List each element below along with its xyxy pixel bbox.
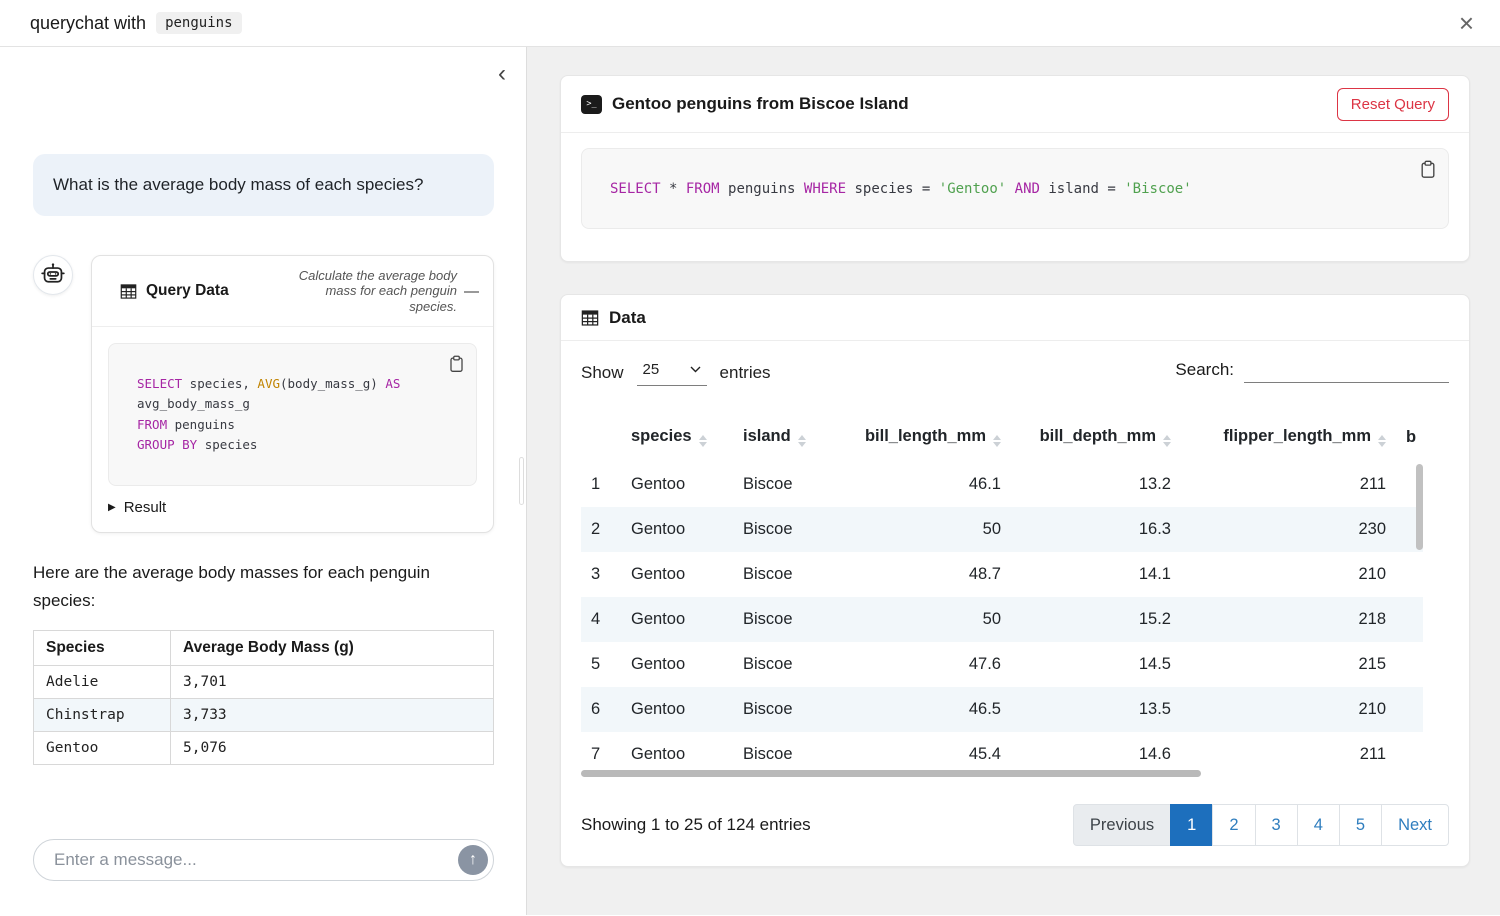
sql-code-block: SELECT * FROM penguins WHERE species = '… (581, 148, 1449, 229)
result-toggle[interactable]: ▶ Result (108, 499, 166, 516)
arrow-up-icon: ↑ (469, 851, 477, 868)
reset-query-button[interactable]: Reset Query (1336, 87, 1449, 121)
table-row: 7 Gentoo Biscoe 45.4 14.6 211 (591, 745, 1386, 763)
page-2-button[interactable]: 2 (1212, 804, 1256, 846)
show-label: Show (581, 362, 624, 382)
table-controls: Show 25 entries Search: (581, 359, 1449, 386)
query-card-body: SELECT * FROM penguins WHERE species = '… (561, 133, 1469, 261)
robot-icon (41, 263, 65, 283)
bot-avatar (33, 255, 73, 296)
table-row: Adelie 3,701 (33, 665, 494, 700)
sql-code: SELECT * FROM penguins WHERE species = '… (610, 181, 1192, 197)
app-title: querychat with penguins (30, 12, 242, 34)
terminal-icon: >_ (581, 94, 602, 114)
page-next-button[interactable]: Next (1381, 804, 1449, 846)
page-1-button[interactable]: 1 (1170, 804, 1214, 846)
chat-input[interactable] (33, 839, 494, 881)
data-card-body: Show 25 entries Search: (561, 341, 1469, 866)
query-card-title: Gentoo penguins from Biscoe Island (612, 94, 909, 113)
pagination: Previous 1 2 3 4 5 Next (1072, 804, 1449, 846)
column-header-bill_depth_mm[interactable]: bill_depth_mm (1011, 412, 1181, 462)
close-icon[interactable]: × (1455, 10, 1478, 36)
page-previous-button: Previous (1072, 804, 1172, 846)
page-length-control: Show 25 entries (581, 359, 771, 386)
answer-table: Species Average Body Mass (g) Adelie 3,701 C… (33, 630, 494, 766)
user-message: What is the average body mass of each sp… (33, 154, 494, 217)
sort-icon (993, 435, 1001, 447)
query-card-header: >_ Gentoo penguins from Biscoe Island Re… (561, 76, 1469, 133)
table-search-input[interactable] (1244, 359, 1449, 383)
table-row: Chinstrap 3,733 (33, 698, 494, 733)
tool-card-caption: Calculate the average body mass for each… (298, 268, 457, 314)
sort-icon (698, 435, 707, 447)
tool-card-title: Query Data (146, 282, 229, 300)
table-row: 2 Gentoo Biscoe 50 16.3 230 (581, 507, 1423, 552)
sort-icon (1163, 435, 1171, 447)
column-header-island[interactable]: island (733, 412, 833, 462)
vertical-scrollbar-thumb[interactable] (1416, 464, 1423, 550)
assistant-turn: Query Data Calculate the average body ma… (33, 255, 494, 534)
column-header-rownum (581, 412, 621, 462)
sort-icon (1378, 435, 1386, 447)
search-label: Search: (1175, 360, 1234, 379)
tool-card-body: SELECT species, AVG(body_mass_g) AS avg_… (92, 327, 493, 532)
column-header: Species (33, 630, 171, 667)
table-icon (581, 309, 599, 326)
table-row: 4 Gentoo Biscoe 50 15.2 218 (581, 597, 1423, 642)
column-header-species[interactable]: species (621, 412, 733, 462)
table-row: 5 Gentoo Biscoe 47.6 14.5 215 (591, 655, 1386, 673)
page-length-select[interactable]: 25 (636, 359, 707, 386)
column-header: Average Body Mass (g) (170, 630, 494, 667)
chat-sidebar: ‹ What is the average body mass of each … (0, 47, 527, 915)
column-header-flipper_length_mm[interactable]: flipper_length_mm (1181, 412, 1396, 462)
data-card: Data Show 25 entries (560, 294, 1470, 867)
copy-icon[interactable] (1417, 158, 1439, 181)
tool-card-header: Query Data Calculate the average body ma… (92, 256, 493, 328)
page-5-button[interactable]: 5 (1338, 804, 1383, 846)
app-title-text: querychat with (30, 12, 147, 33)
app-header: querychat with penguins × (0, 0, 1500, 47)
page-3-button[interactable]: 3 (1254, 804, 1298, 846)
table-row: 1 Gentoo Biscoe 46.1 13.2 211 (591, 475, 1386, 493)
result-toggle-label: Result (123, 499, 167, 517)
page-length-value: 25 (642, 361, 660, 378)
column-header-b: b (1406, 427, 1417, 446)
copy-icon[interactable] (446, 353, 467, 375)
sidebar-resize-handle[interactable] (519, 457, 524, 505)
current-query-card: >_ Gentoo penguins from Biscoe Island Re… (560, 75, 1470, 262)
data-table-viewport: species island bill_length_mm bill_depth_mm… (581, 412, 1423, 782)
chat-message-list: What is the average body mass of each sp… (0, 47, 526, 829)
data-table: species island bill_length_mm bill_depth_mm… (581, 412, 1423, 777)
tool-card-query-data: Query Data Calculate the average body ma… (91, 255, 494, 534)
data-card-header: Data (561, 295, 1469, 341)
table-row: 6 Gentoo Biscoe 46.5 13.5 210 (581, 687, 1423, 732)
triangle-right-icon: ▶ (108, 501, 116, 513)
table-footer: Showing 1 to 25 of 124 entries Previous 1… (581, 804, 1449, 846)
chat-composer: ↑ (33, 839, 494, 881)
assistant-message: Here are the average body masses for eac… (33, 563, 430, 611)
table-row: 3 Gentoo Biscoe 48.7 14.1 210 (591, 565, 1386, 583)
table-row: Gentoo 5,076 (33, 731, 494, 766)
sort-icon (797, 435, 806, 447)
send-button[interactable]: ↑ (458, 845, 488, 875)
entries-label: entries (719, 362, 771, 382)
sidebar-collapse-icon[interactable]: ‹ (492, 61, 512, 87)
column-header-bill_length_mm[interactable]: bill_length_mm (833, 412, 1011, 462)
collapse-tool-card-button[interactable]: — (464, 282, 479, 300)
sql-code-block: SELECT species, AVG(body_mass_g) AS avg_… (108, 343, 477, 487)
table-status: Showing 1 to 25 of 124 entries (581, 815, 811, 834)
table-icon (120, 283, 137, 299)
sql-code: SELECT species, AVG(body_mass_g) AS avg_… (137, 376, 401, 452)
data-card-title: Data (609, 307, 646, 327)
main-panel: >_ Gentoo penguins from Biscoe Island Re… (527, 47, 1500, 915)
horizontal-scrollbar-thumb[interactable] (581, 770, 1201, 777)
chevron-down-icon (690, 366, 701, 373)
page-4-button[interactable]: 4 (1296, 804, 1340, 846)
search-control: Search: (1175, 359, 1449, 383)
dataset-badge: penguins (156, 12, 242, 34)
